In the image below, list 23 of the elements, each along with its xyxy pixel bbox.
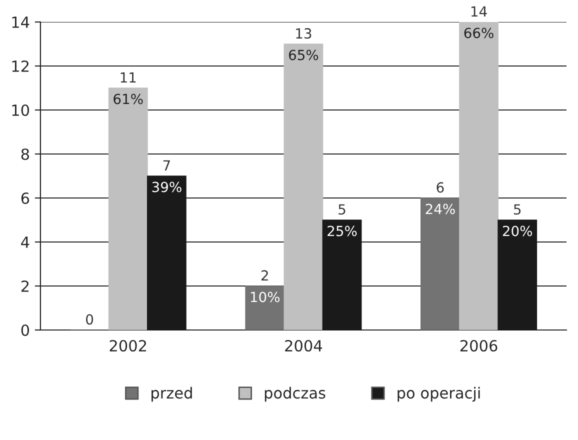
y-tick-label: 12 (12, 60, 29, 72)
data-label: 7 39% (152, 160, 182, 192)
x-tick-label: 2006 (460, 340, 498, 352)
data-label: 2 10% (250, 270, 280, 302)
y-tick-label: 2 (21, 280, 29, 292)
data-label: 5 25% (328, 204, 357, 236)
y-tick-label: 6 (21, 192, 30, 204)
y-tick-label: 10 (12, 104, 30, 116)
y-tick-label: 4 (21, 236, 30, 248)
data-label: 11 61% (114, 72, 143, 104)
legend-label: po operacji (398, 386, 480, 402)
x-tick-label: 2002 (110, 340, 146, 352)
y-tick-label: 14 (12, 16, 30, 28)
data-label: 5 20% (502, 204, 532, 236)
x-tick-label: 2004 (285, 340, 322, 352)
data-label: 14 66% (464, 6, 494, 38)
y-tick-label: 8 (21, 148, 29, 160)
data-label: 13 65% (288, 28, 318, 60)
legend-label: podczas (264, 386, 326, 402)
legend-label: przed (152, 386, 192, 402)
data-label: 0 (86, 314, 94, 325)
data-label: 6 24% (426, 182, 455, 214)
y-tick-label: 0 (21, 324, 30, 336)
